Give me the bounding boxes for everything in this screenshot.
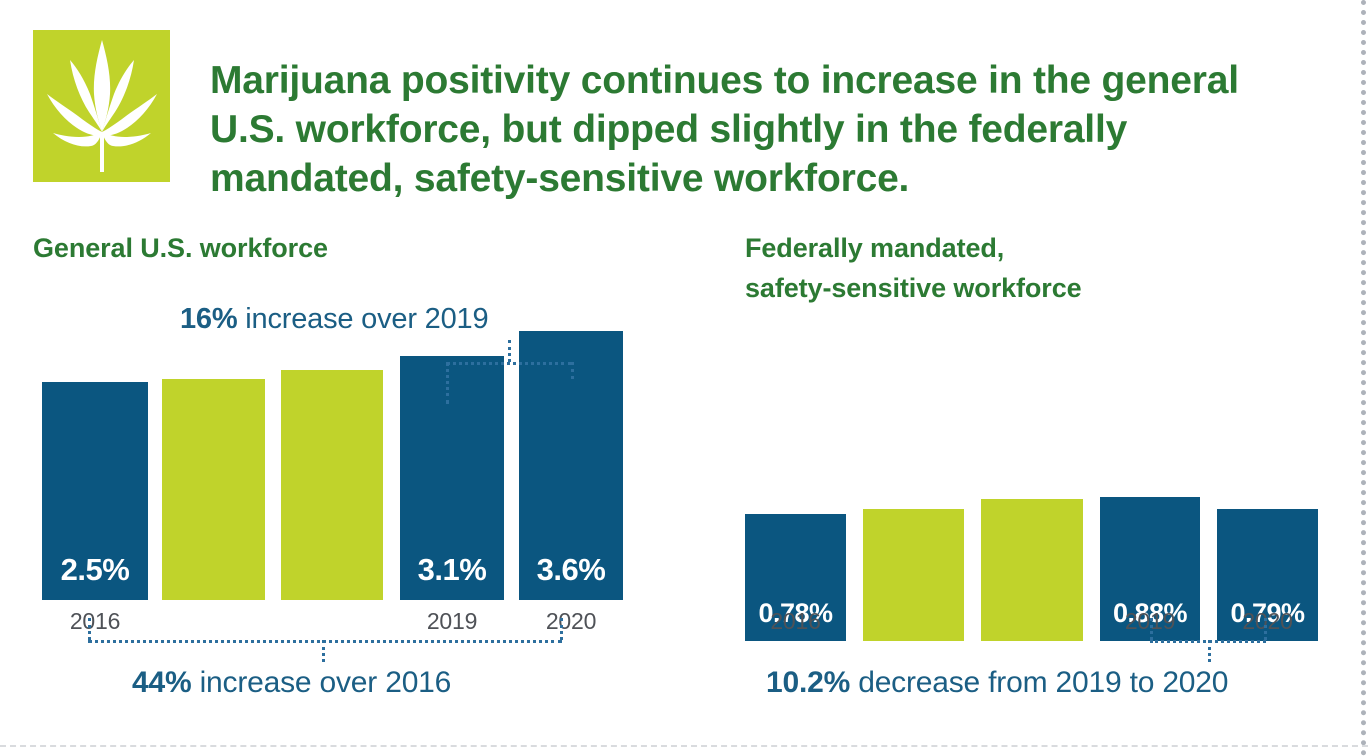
chart-federally-mandated-workforce: 0.78% 0.88% 0.79% 2016 2019 2020 [745, 341, 1355, 641]
bar-value-2016: 0.78% [758, 598, 833, 628]
bar-2018 [281, 370, 383, 600]
xaxis-label-2019: 2019 [426, 608, 478, 634]
bar-value-2016: 2.5% [60, 552, 130, 587]
chart-general-us-workforce: 2.5% 3.1% 3.6% 2016 2019 2020 [33, 300, 693, 634]
cannabis-leaf-logo-tile [33, 30, 170, 182]
bar-value-2020: 0.79% [1230, 598, 1305, 628]
panel-title-general-us-workforce: General U.S. workforce [33, 233, 328, 263]
bar-2020: 0.79% [1217, 509, 1318, 641]
xaxis-label-2020: 2020 [545, 608, 597, 634]
callout-text: increase over 2016 [191, 666, 452, 699]
callout-emphasis: 10.2% [766, 666, 851, 699]
xaxis-label-2016: 2016 [69, 608, 121, 634]
callout-emphasis: 16% [180, 303, 238, 335]
xaxis-label-2020: 2020 [1242, 608, 1293, 634]
xaxis-label-2016: 2016 [770, 608, 821, 634]
bar-2019: 3.1% [400, 356, 504, 600]
callout-text: increase over 2019 [237, 303, 489, 335]
panel-title-federally-mandated-workforce: Federally mandated, safety-sensitive wor… [745, 233, 1082, 303]
bar-2017 [162, 379, 265, 600]
dashed-frame-bottom [0, 745, 1368, 747]
bar-2019: 0.88% [1100, 497, 1200, 641]
bar-2016: 2.5% [42, 382, 148, 600]
bar-2017 [863, 509, 964, 641]
panel-federally-mandated-workforce: Federally mandated, safety-sensitive wor… [745, 228, 1355, 641]
callout-16-percent-increase: 16% increase over 2019 [180, 303, 489, 336]
bar-value-2019: 3.1% [417, 552, 487, 587]
callout-emphasis: 44% [132, 666, 192, 699]
callout-text: decrease from 2019 to 2020 [850, 666, 1229, 699]
page-headline: Marijuana positivity continues to increa… [210, 59, 1239, 201]
callout-10-2-percent-decrease: 10.2% decrease from 2019 to 2020 [766, 666, 1228, 700]
bar-value-2020: 3.6% [536, 552, 606, 587]
panel-general-us-workforce: General U.S. workforce 2.5% 3.1% 3.6% 20… [33, 228, 693, 634]
callout-44-percent-increase: 44% increase over 2016 [132, 666, 451, 700]
dotted-frame-right [1361, 0, 1366, 756]
bar-2016: 0.78% [745, 514, 846, 641]
bar-2018 [981, 499, 1083, 641]
